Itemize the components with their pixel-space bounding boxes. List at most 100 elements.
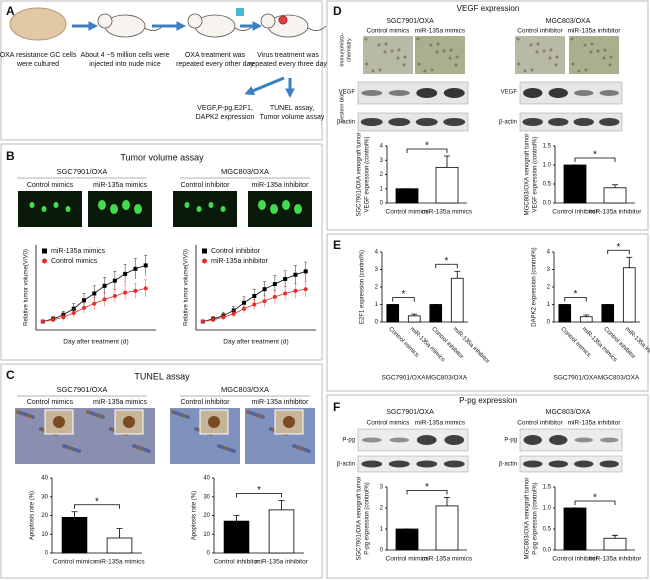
group-label: SGC7901/OXA <box>381 375 426 382</box>
tunel-inset-cell <box>208 416 220 428</box>
band-label: P-pg <box>504 438 517 444</box>
ihc-cell <box>602 56 606 60</box>
bar <box>579 316 593 323</box>
panel-title: P-pg expression <box>459 396 517 405</box>
x-tick-label: Control inhibitor <box>552 209 598 216</box>
group-label: MGC803/OXA <box>221 167 269 176</box>
bar <box>563 164 587 204</box>
image-label: Control mimics <box>367 420 411 427</box>
y-axis-label: Relative tumor volume(V/V0) <box>184 249 190 326</box>
row-label: western blot <box>339 93 345 124</box>
step-text: OXA resistance GC cells <box>0 52 77 59</box>
y-axis-label: SGC7901/OXA xenograft tumor <box>357 476 363 560</box>
error-bar <box>411 313 418 316</box>
tumor-signal <box>184 202 190 208</box>
point <box>102 297 107 302</box>
ihc-cell <box>542 49 546 53</box>
significance-mark: * <box>617 242 621 253</box>
cell-dish <box>9 7 67 41</box>
mouse-head <box>97 13 113 29</box>
drug <box>236 8 244 16</box>
ihc-cell <box>435 50 439 54</box>
blot <box>519 81 623 105</box>
band <box>574 460 594 468</box>
x-tick-label: Control mimics <box>386 556 430 563</box>
panel-c-frame <box>0 363 323 579</box>
band <box>523 88 543 98</box>
y-tick-label: 10 <box>203 532 210 538</box>
ihc-cell <box>397 48 401 52</box>
image-label: miR-135a inhibitor <box>252 182 309 189</box>
panel-title: Tumor volume assay <box>120 152 204 162</box>
ihc-cell <box>548 56 552 60</box>
point <box>112 294 117 298</box>
y-tick-label: 1 <box>380 186 384 192</box>
bar <box>622 267 636 323</box>
arrow <box>249 76 285 94</box>
image-label: Control mimics <box>367 28 411 35</box>
tunel-cell <box>261 415 265 419</box>
band <box>361 460 383 468</box>
tumor-signal <box>220 206 226 212</box>
ihc-cell <box>383 50 387 54</box>
y-tick-label: 30 <box>203 494 210 500</box>
outcome-text: DAPK2 expression <box>196 114 255 121</box>
y-tick-label: 3 <box>380 485 384 491</box>
group-label: SGC7901/OXA <box>57 167 108 176</box>
legend-marker <box>202 258 207 264</box>
ihc-cell <box>571 62 575 66</box>
tumor-signal <box>294 204 302 214</box>
band <box>599 118 620 126</box>
fluorescence-image <box>173 191 237 227</box>
y-tick-label: 1.0 <box>543 163 552 169</box>
arrow-head <box>176 21 186 31</box>
step-text: OXA treatment was <box>185 52 246 59</box>
band-label: VEGF <box>339 90 356 96</box>
ihc-cell <box>603 48 607 52</box>
image-label: miR-135a mimics <box>93 399 148 406</box>
band-label: β-actin <box>337 462 355 468</box>
point <box>82 305 86 310</box>
ihc-cell <box>583 43 587 47</box>
y-tick-label: 0 <box>380 201 384 207</box>
ihc-cell <box>455 55 459 59</box>
ihc-cell <box>530 68 534 72</box>
x-tick-label: miR-135a inhibitor <box>589 209 643 216</box>
ihc-image <box>515 36 565 74</box>
ihc-cell <box>589 50 593 54</box>
blot <box>357 112 469 132</box>
row-label: chemistry <box>346 38 352 62</box>
error-bar <box>233 515 240 522</box>
y-tick-label: 30 <box>41 494 48 500</box>
ihc-cell <box>517 62 521 66</box>
error-bar <box>444 497 450 506</box>
y-tick-label: 4 <box>547 250 551 256</box>
y-axis-label: Relative tumor volume(V/V0) <box>24 249 30 326</box>
point <box>272 294 277 299</box>
ihc-cell <box>554 63 558 67</box>
point <box>123 271 128 276</box>
ihc-cell <box>371 69 375 73</box>
x-tick-label: Control inhibitor <box>214 559 260 566</box>
error-bar <box>626 256 633 268</box>
band <box>599 460 619 468</box>
y-axis-label: P-pg expression (control%) <box>365 482 371 554</box>
bar <box>395 188 419 204</box>
panel-title: TUNEL assay <box>134 371 190 381</box>
point <box>283 277 288 281</box>
ihc-cell <box>402 63 406 67</box>
image-label: miR-135a inhibitor <box>568 28 622 35</box>
x-axis-label: Day after treatment (d) <box>223 339 288 346</box>
y-tick-label: 10 <box>41 532 48 538</box>
step-text: injected into nude mice <box>89 61 161 68</box>
tumor-signal <box>208 202 214 208</box>
significance-bracket <box>74 504 120 509</box>
error-bar <box>454 270 461 279</box>
blot <box>519 455 623 473</box>
ihc-cell <box>536 42 540 46</box>
y-tick-label: 0.0 <box>543 201 552 207</box>
tumor-signal <box>41 206 47 212</box>
tunel-inset-cell <box>123 416 135 428</box>
significance-mark: * <box>425 141 429 152</box>
